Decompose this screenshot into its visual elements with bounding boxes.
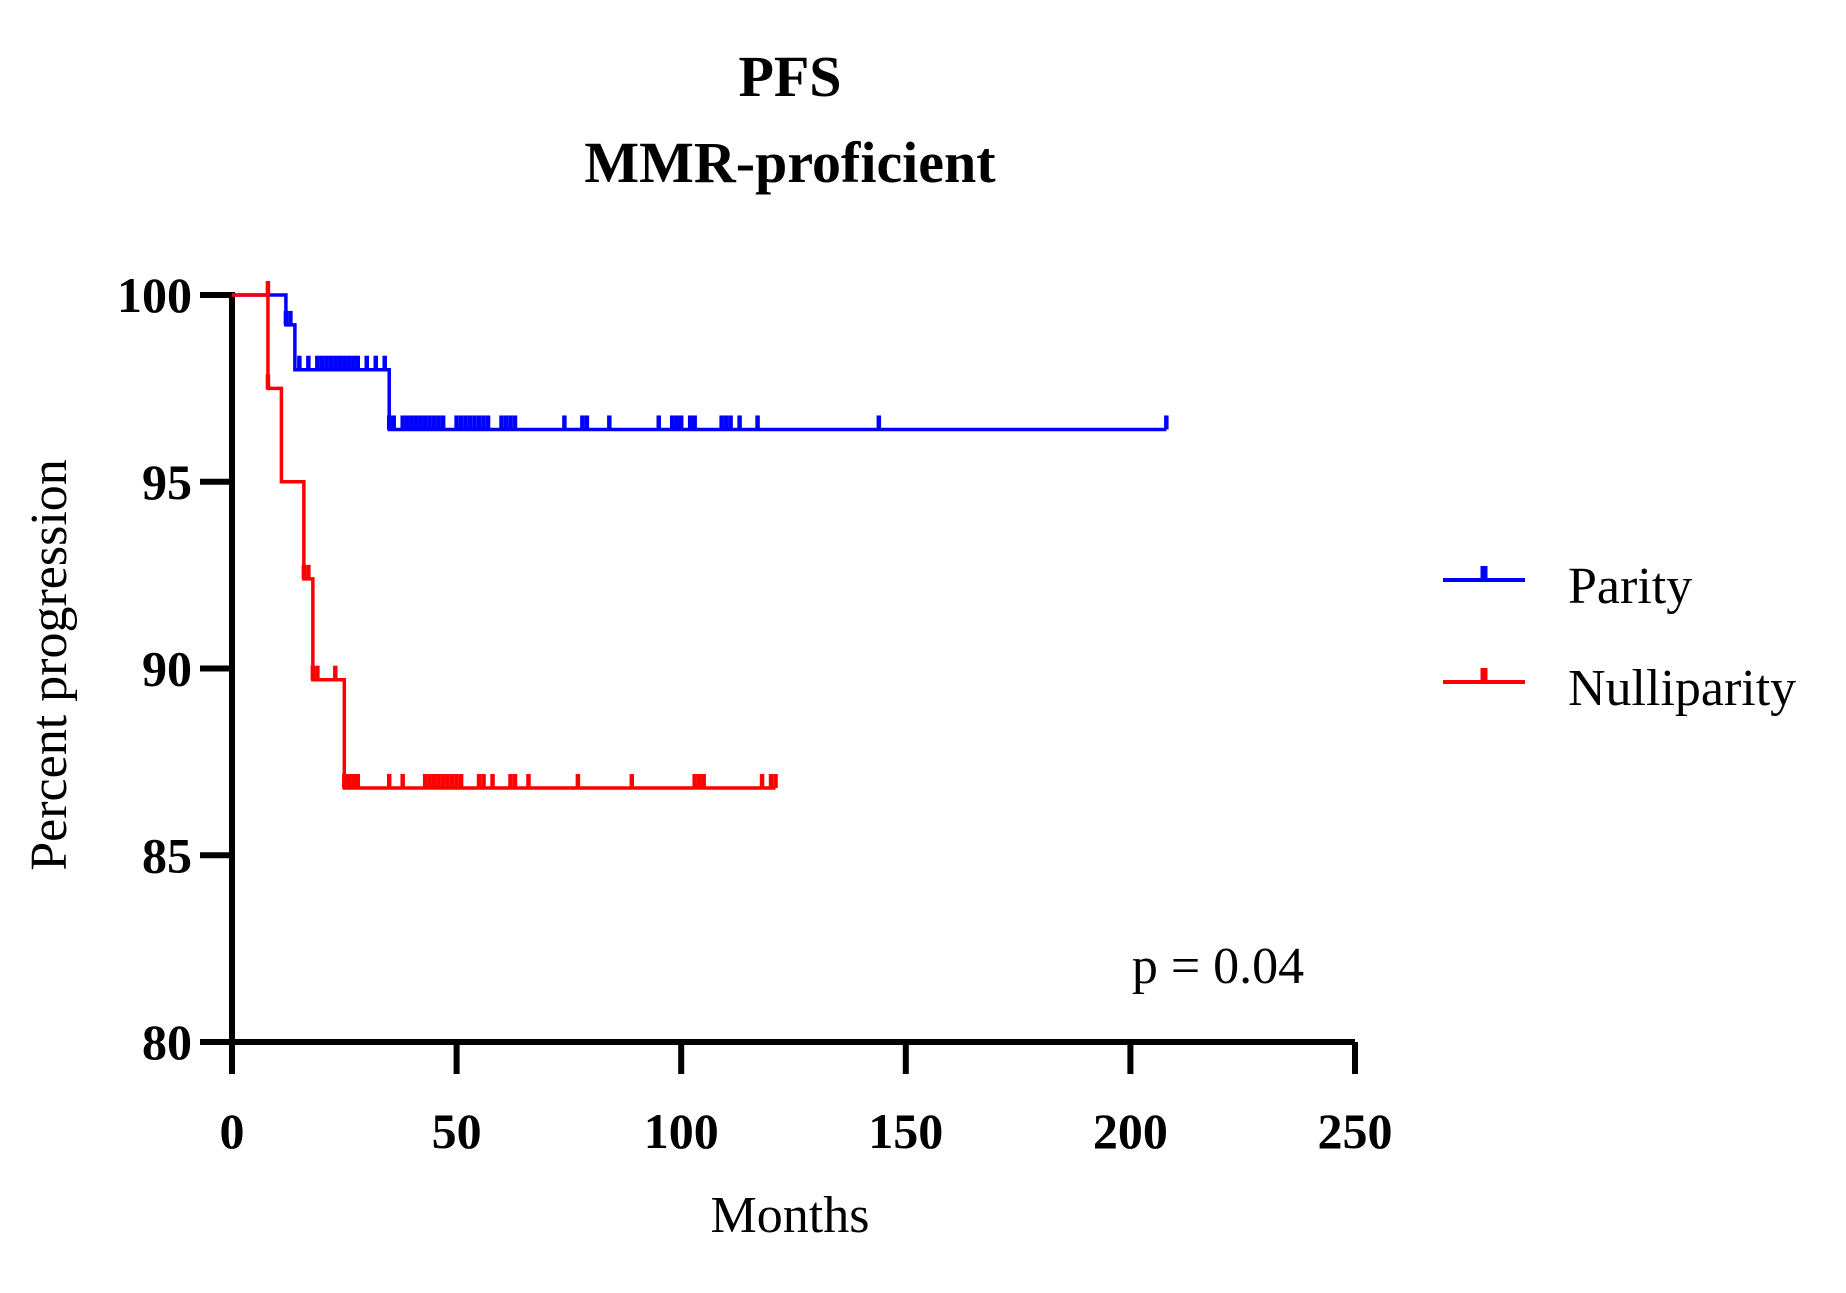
y-tick-label: 90 (142, 641, 192, 697)
series-parity (232, 293, 1169, 432)
y-tick-label: 100 (117, 267, 192, 323)
legend-label-nulliparity: Nulliparity (1568, 660, 1796, 717)
legend: Parity Nulliparity (1443, 558, 1796, 717)
x-tick-label: 0 (220, 1103, 245, 1159)
km-curve-nulliparity (232, 293, 776, 790)
y-tick-label: 85 (142, 827, 192, 883)
series-layer (232, 281, 1169, 790)
p-value-annotation: p = 0.04 (1132, 938, 1304, 995)
series-nulliparity (232, 281, 778, 790)
legend-item-parity: Parity (1443, 558, 1692, 615)
chart-title: PFS (738, 44, 841, 109)
x-tick-label: 150 (868, 1103, 943, 1159)
legend-item-nulliparity: Nulliparity (1443, 660, 1796, 717)
x-tick-label: 100 (644, 1103, 719, 1159)
y-tick-label: 95 (142, 454, 192, 510)
y-axis-label: Percent progression (21, 459, 78, 871)
x-tick-label: 250 (1318, 1103, 1393, 1159)
axes: 0 50 100 150 200 250 80 85 90 95 100 (117, 267, 1393, 1159)
chart-subtitle: MMR-proficient (584, 130, 996, 195)
x-axis-label: Months (711, 1187, 870, 1244)
legend-label-parity: Parity (1568, 558, 1692, 615)
x-tick-label: 50 (432, 1103, 482, 1159)
km-curve-parity (232, 293, 1167, 432)
y-tick-label: 80 (142, 1014, 192, 1070)
x-tick-label: 200 (1093, 1103, 1168, 1159)
